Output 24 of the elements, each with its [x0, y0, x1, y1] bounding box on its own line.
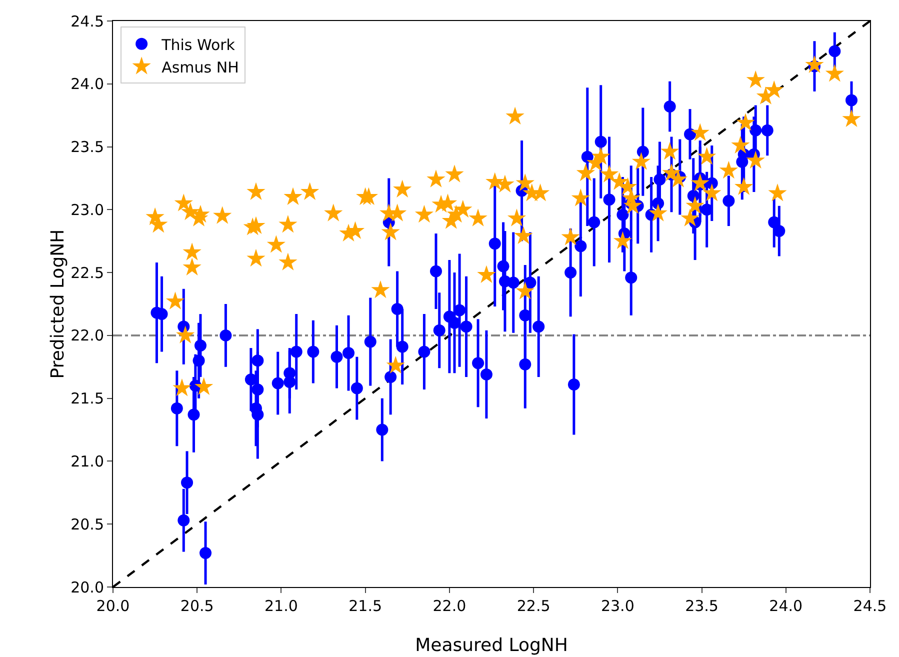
- y-tick-label: 24.0: [70, 75, 104, 94]
- x-tick-label: 24.0: [769, 597, 803, 615]
- x-tick-label: 20.5: [180, 597, 214, 615]
- x-axis-title: Measured LogNH: [415, 635, 568, 656]
- x-tick-label: 23.0: [600, 597, 634, 615]
- legend-label: This Work: [160, 36, 236, 54]
- x-tick-label: 20.0: [96, 597, 130, 615]
- y-axis-title: Predicted LogNH: [48, 229, 69, 379]
- x-tick-label: 22.5: [516, 597, 550, 615]
- x-tick-label: 21.5: [348, 597, 382, 615]
- y-tick-label: 23.5: [70, 138, 104, 156]
- x-tick-label: 23.5: [685, 597, 718, 615]
- x-tick-label: 22.0: [432, 597, 466, 615]
- y-tick-label: 22.5: [70, 264, 104, 282]
- y-tick-label: 21.0: [70, 452, 104, 470]
- y-tick-label: 21.5: [70, 390, 104, 408]
- x-tick-label: 21.0: [264, 597, 298, 615]
- y-tick-label: 23.0: [70, 200, 104, 219]
- y-tick-label: 20.0: [70, 578, 104, 596]
- y-tick-label: 20.5: [70, 515, 104, 534]
- legend-label: Asmus NH: [162, 58, 239, 76]
- x-tick-label: 24.5: [853, 597, 887, 615]
- y-tick-label: 24.5: [70, 12, 104, 30]
- y-tick-label: 22.0: [70, 326, 104, 345]
